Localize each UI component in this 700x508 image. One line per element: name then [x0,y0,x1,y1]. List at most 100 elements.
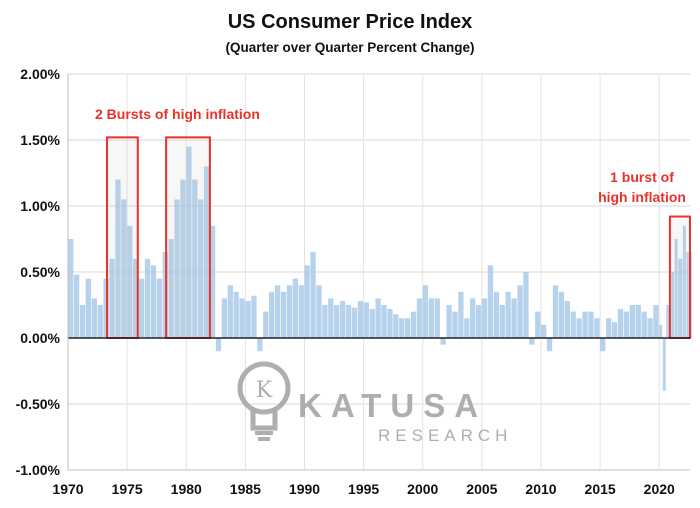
y-tick-label: 1.00% [20,198,60,214]
cpi-bar [629,305,636,338]
cpi-bar [186,146,192,338]
cpi-bar [363,302,369,338]
cpi-bar [121,199,127,338]
cpi-bar [475,305,482,338]
cpi-bar [85,278,92,338]
cpi-bar [635,305,641,338]
annotation-one-burst-line2: high inflation [598,189,686,205]
cpi-bar [227,285,233,338]
cpi-bar [576,318,582,338]
cpi-bar [263,311,269,338]
cpi-bar [73,274,80,338]
cpi-bar [375,298,381,338]
cpi-bar [133,258,139,338]
cpi-bar [203,166,210,338]
highlight-box [165,136,211,339]
cpi-bar [168,239,174,338]
cpi-bar [316,285,322,338]
cpi-bar [535,311,541,338]
x-tick-label: 1970 [52,481,83,497]
cpi-bar [552,285,559,338]
cpi-bar [298,285,304,338]
cpi-bar [611,322,618,338]
cpi-bar [127,225,133,338]
cpi-bar [405,318,411,338]
cpi-bar [286,285,293,338]
cpi-bar [617,308,624,338]
cpi-bar [156,278,163,338]
cpi-bar [310,252,316,338]
cpi-bar [428,298,434,338]
cpi-bar [499,305,505,338]
y-tick-label: -1.00% [16,462,61,478]
axes: 2.00% 1.50% 1.00% 0.50% 0.00% -0.50% -1.00% 197… [16,66,690,497]
cpi-bar [446,305,452,338]
cpi-bar [452,311,458,338]
svg-text:K: K [256,378,273,403]
cpi-bar [558,291,565,338]
cpi-bar [659,324,663,338]
cpi-bar [215,338,222,352]
cpi-bar [174,199,180,338]
cpi-bar [588,311,594,338]
cpi-bar [257,338,263,352]
y-tick-label: 2.00% [20,66,60,82]
watermark-brand: KATUSA [298,387,487,424]
cpi-bar [416,298,423,338]
cpi-bar [511,298,517,338]
cpi-bar [594,318,600,338]
cpi-bar [440,338,446,345]
x-tick-label: 1990 [289,481,320,497]
cpi-bar [529,338,535,345]
cpi-bar [387,308,393,338]
cpi-bar [328,298,334,338]
cpi-bar [79,305,86,338]
cpi-bar [671,272,675,338]
cpi-bar [269,291,275,338]
cpi-bar [292,278,298,338]
cpi-bar [192,179,198,338]
cpi-bar [322,305,328,338]
cpi-bar [198,199,204,338]
cpi-bar [505,291,511,338]
cpi-bar [369,308,375,338]
lightbulb-icon: K [237,361,291,441]
cpi-bar [464,318,470,338]
cpi-bar [674,239,678,338]
cpi-bar [221,298,228,338]
cpi-bar [280,291,287,338]
cpi-bar [109,258,115,338]
cpi-bar [68,239,74,338]
highlight-box [106,136,139,339]
cpi-bar [115,179,121,338]
cpi-bar [209,225,216,338]
annotation-one-burst-line1: 1 burst of [610,169,674,185]
cpi-bar [600,338,606,352]
x-tick-label: 2015 [585,481,616,497]
cpi-bar [91,298,97,338]
highlight-box [668,215,691,339]
cpi-bar [678,258,683,338]
cpi-bar [662,338,666,391]
x-tick-label: 2010 [525,481,556,497]
cpi-bar [345,305,352,338]
cpi-bar [144,258,151,338]
cpi-bar [458,291,464,338]
cpi-bar [470,298,476,338]
cpi-bar [357,301,364,338]
cpi-bar [582,311,588,338]
cpi-bar [666,305,671,338]
cpi-bar [351,307,358,338]
x-tick-label: 1995 [348,481,379,497]
annotation-two-bursts: 2 Bursts of high inflation [95,106,260,122]
cpi-bar [239,298,245,338]
cpi-bar [434,298,440,338]
cpi-bar [304,265,310,338]
x-tick-label: 2005 [466,481,497,497]
y-tick-label: -0.50% [16,396,61,412]
y-tick-label: 1.50% [20,132,60,148]
highlight-boxes [106,136,691,339]
cpi-bar [541,324,547,338]
cpi-bar [481,298,488,338]
